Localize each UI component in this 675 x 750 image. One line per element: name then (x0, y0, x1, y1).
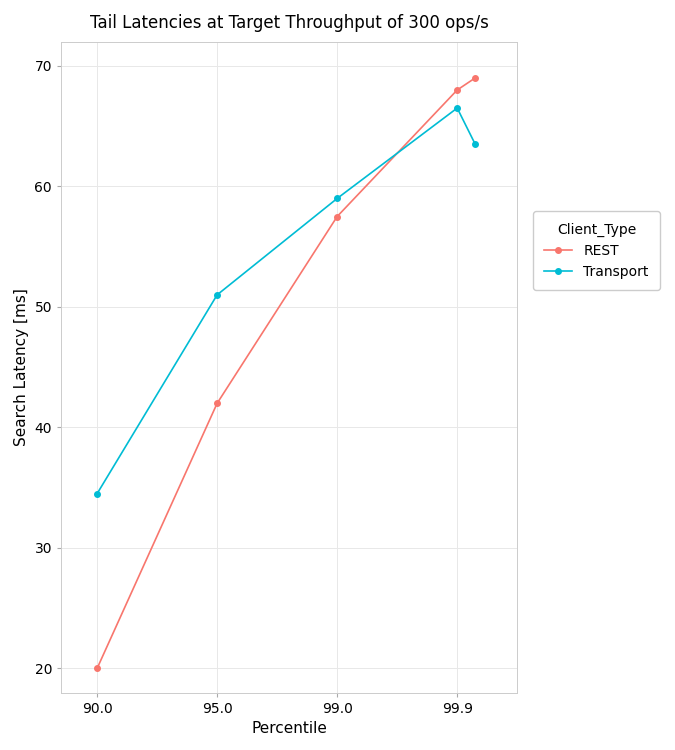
Legend: REST, Transport: REST, Transport (533, 211, 659, 290)
X-axis label: Percentile: Percentile (251, 721, 327, 736)
Transport (93, 489, 101, 498)
Y-axis label: Search Latency [ms]: Search Latency [ms] (14, 288, 29, 446)
REST (333, 212, 342, 221)
REST (453, 86, 461, 94)
REST (213, 399, 221, 408)
Transport (333, 194, 342, 203)
Transport (213, 290, 221, 299)
Transport (453, 104, 461, 112)
REST (93, 664, 101, 673)
REST (471, 74, 479, 82)
Transport (471, 140, 479, 148)
Line: Transport: Transport (95, 105, 478, 496)
Line: REST: REST (95, 75, 478, 671)
Title: Tail Latencies at Target Throughput of 300 ops/s: Tail Latencies at Target Throughput of 3… (90, 14, 489, 32)
